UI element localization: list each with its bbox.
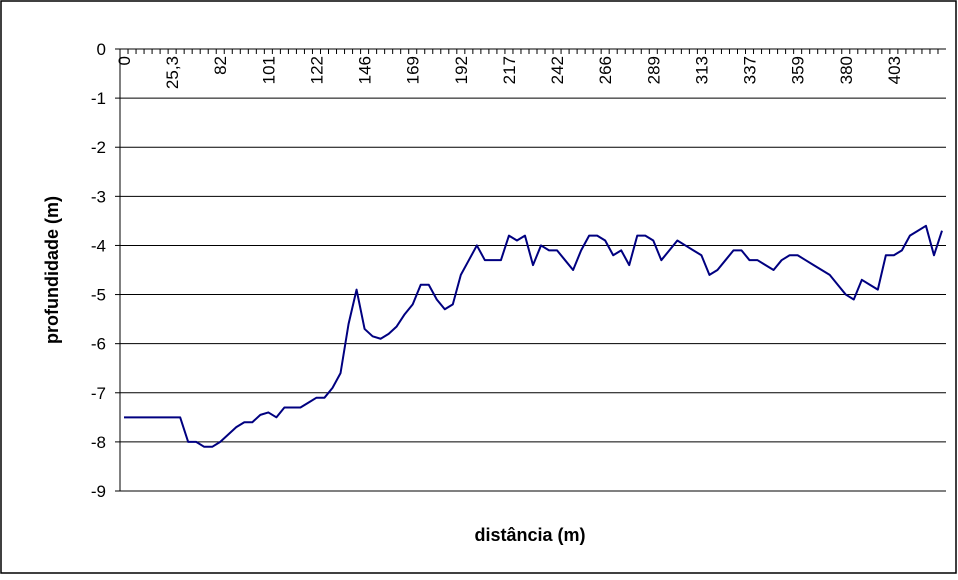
x-tick-label: 146: [356, 56, 375, 84]
x-tick-label: 217: [500, 56, 519, 84]
y-tick-label: -1: [91, 89, 106, 108]
x-tick-label: 169: [404, 56, 423, 84]
x-tick-label: 0: [115, 56, 134, 65]
data-line: [124, 224, 943, 448]
y-tick-label: -9: [91, 482, 106, 501]
y-tick-label: 0: [97, 40, 106, 59]
x-axis-title: distância (m): [474, 525, 585, 545]
x-tick-label: 101: [259, 56, 278, 84]
y-tick-label: -4: [91, 236, 106, 255]
y-tick-label: -2: [91, 138, 106, 157]
x-tick-label: 289: [644, 56, 663, 84]
y-tick-label: -5: [91, 286, 106, 305]
y-tick-label: -3: [91, 187, 106, 206]
x-tick-label: 266: [596, 56, 615, 84]
x-tick-label: 403: [885, 56, 904, 84]
y-tick-label: -7: [91, 384, 106, 403]
x-tick-label: 359: [789, 56, 808, 84]
y-tick-label: -6: [91, 335, 106, 354]
y-axis-title: profundidade (m): [42, 196, 62, 344]
x-tick-label: 192: [452, 56, 471, 84]
x-tick-label: 313: [692, 56, 711, 84]
x-tick-label: 82: [211, 56, 230, 75]
y-tick-label: -8: [91, 433, 106, 452]
x-tick-label: 242: [548, 56, 567, 84]
x-tick-label: 380: [837, 56, 856, 84]
x-tick-label: 337: [741, 56, 760, 84]
x-tick-label: 25,3: [163, 56, 182, 89]
x-tick-label: 122: [307, 56, 326, 84]
